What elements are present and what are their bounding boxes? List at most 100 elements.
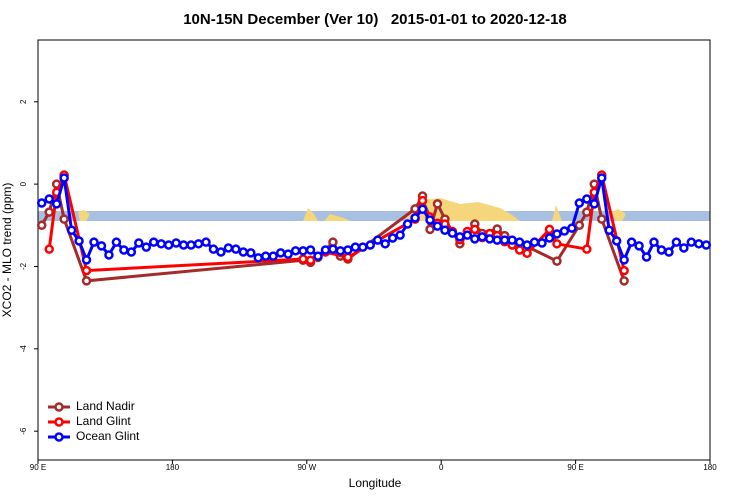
data-point bbox=[499, 235, 510, 245]
data-point bbox=[343, 245, 353, 255]
data-point bbox=[567, 223, 577, 233]
data-point bbox=[649, 237, 659, 247]
data-point bbox=[440, 225, 450, 235]
data-point bbox=[410, 213, 420, 223]
data-point bbox=[380, 239, 390, 249]
series-line bbox=[47, 170, 626, 273]
data-point bbox=[141, 242, 152, 252]
x-tick-label: 180 bbox=[703, 463, 717, 472]
legend-label: Land Glint bbox=[76, 414, 131, 428]
data-point bbox=[671, 237, 682, 247]
data-point bbox=[59, 214, 69, 224]
data-point bbox=[462, 230, 473, 240]
land-patch bbox=[552, 205, 562, 221]
y-tick-label: -4 bbox=[19, 345, 28, 353]
data-point bbox=[574, 198, 585, 208]
data-point bbox=[619, 255, 629, 265]
legend-marker bbox=[54, 432, 64, 442]
data-point bbox=[260, 251, 271, 261]
data-point bbox=[596, 214, 607, 224]
data-point bbox=[417, 195, 428, 206]
data-point bbox=[432, 199, 443, 209]
data-point bbox=[522, 240, 532, 250]
data-point bbox=[417, 204, 428, 214]
data-point bbox=[275, 248, 286, 258]
data-point bbox=[372, 235, 383, 245]
data-point bbox=[59, 173, 69, 183]
data-point bbox=[559, 226, 570, 236]
x-tick-label: 180 bbox=[166, 463, 180, 472]
data-point bbox=[223, 243, 234, 253]
data-point bbox=[328, 244, 338, 254]
data-point bbox=[171, 238, 181, 248]
data-point bbox=[402, 219, 413, 229]
data-point bbox=[238, 247, 249, 257]
data-point bbox=[552, 256, 562, 266]
data-point bbox=[626, 237, 637, 247]
legend-label: Land Nadir bbox=[76, 399, 135, 413]
data-point bbox=[81, 265, 92, 276]
series bbox=[36, 173, 712, 265]
data-point bbox=[484, 234, 495, 244]
data-point bbox=[178, 240, 189, 250]
data-point bbox=[119, 245, 129, 255]
land-patch bbox=[612, 209, 626, 221]
data-point bbox=[552, 239, 562, 249]
data-point bbox=[582, 244, 592, 254]
data-point bbox=[656, 245, 667, 255]
y-tick-label: 0 bbox=[19, 181, 28, 186]
data-point bbox=[44, 194, 54, 204]
x-tick-label: 90 E bbox=[30, 463, 46, 472]
data-point bbox=[641, 252, 652, 262]
data-point bbox=[522, 248, 532, 259]
data-point bbox=[186, 240, 196, 250]
data-point bbox=[686, 237, 697, 247]
data-point bbox=[589, 199, 600, 209]
data-point bbox=[216, 247, 226, 257]
data-point bbox=[74, 236, 84, 246]
data-point bbox=[208, 244, 219, 254]
data-point bbox=[36, 220, 47, 231]
data-point bbox=[477, 232, 488, 242]
data-point bbox=[552, 229, 562, 239]
data-point bbox=[507, 235, 517, 245]
data-point bbox=[163, 240, 174, 250]
data-point bbox=[126, 247, 137, 257]
data-point bbox=[701, 240, 712, 250]
data-point bbox=[582, 207, 592, 217]
plot-frame bbox=[37, 39, 711, 461]
x-tick-label: 90 E bbox=[567, 463, 583, 472]
data-point bbox=[253, 253, 264, 263]
data-point bbox=[619, 265, 629, 276]
data-point bbox=[246, 248, 256, 258]
data-point bbox=[104, 250, 114, 260]
data-point bbox=[544, 224, 555, 235]
legend-marker bbox=[54, 402, 64, 412]
data-point bbox=[320, 245, 331, 255]
data-point bbox=[537, 238, 547, 248]
data-point bbox=[387, 233, 398, 243]
series-line bbox=[40, 183, 626, 283]
x-tick-label: 90 W bbox=[297, 463, 316, 472]
data-point bbox=[193, 239, 204, 249]
data-point bbox=[395, 230, 405, 240]
data-point bbox=[36, 198, 47, 208]
x-axis-label: Longitude bbox=[349, 476, 402, 490]
data-point bbox=[44, 244, 54, 254]
data-point bbox=[634, 241, 644, 251]
data-point bbox=[148, 237, 159, 247]
data-point bbox=[134, 238, 144, 248]
data-point bbox=[470, 234, 480, 244]
y-tick-label: 2 bbox=[19, 99, 28, 104]
data-point bbox=[51, 199, 62, 209]
data-point bbox=[664, 247, 674, 257]
land-patch bbox=[324, 214, 350, 221]
data-point bbox=[604, 225, 614, 235]
data-point bbox=[66, 225, 77, 235]
data-point bbox=[582, 194, 592, 204]
data-point bbox=[470, 224, 480, 235]
data-point bbox=[574, 220, 585, 231]
data-point bbox=[111, 237, 122, 247]
data-point bbox=[514, 237, 525, 247]
